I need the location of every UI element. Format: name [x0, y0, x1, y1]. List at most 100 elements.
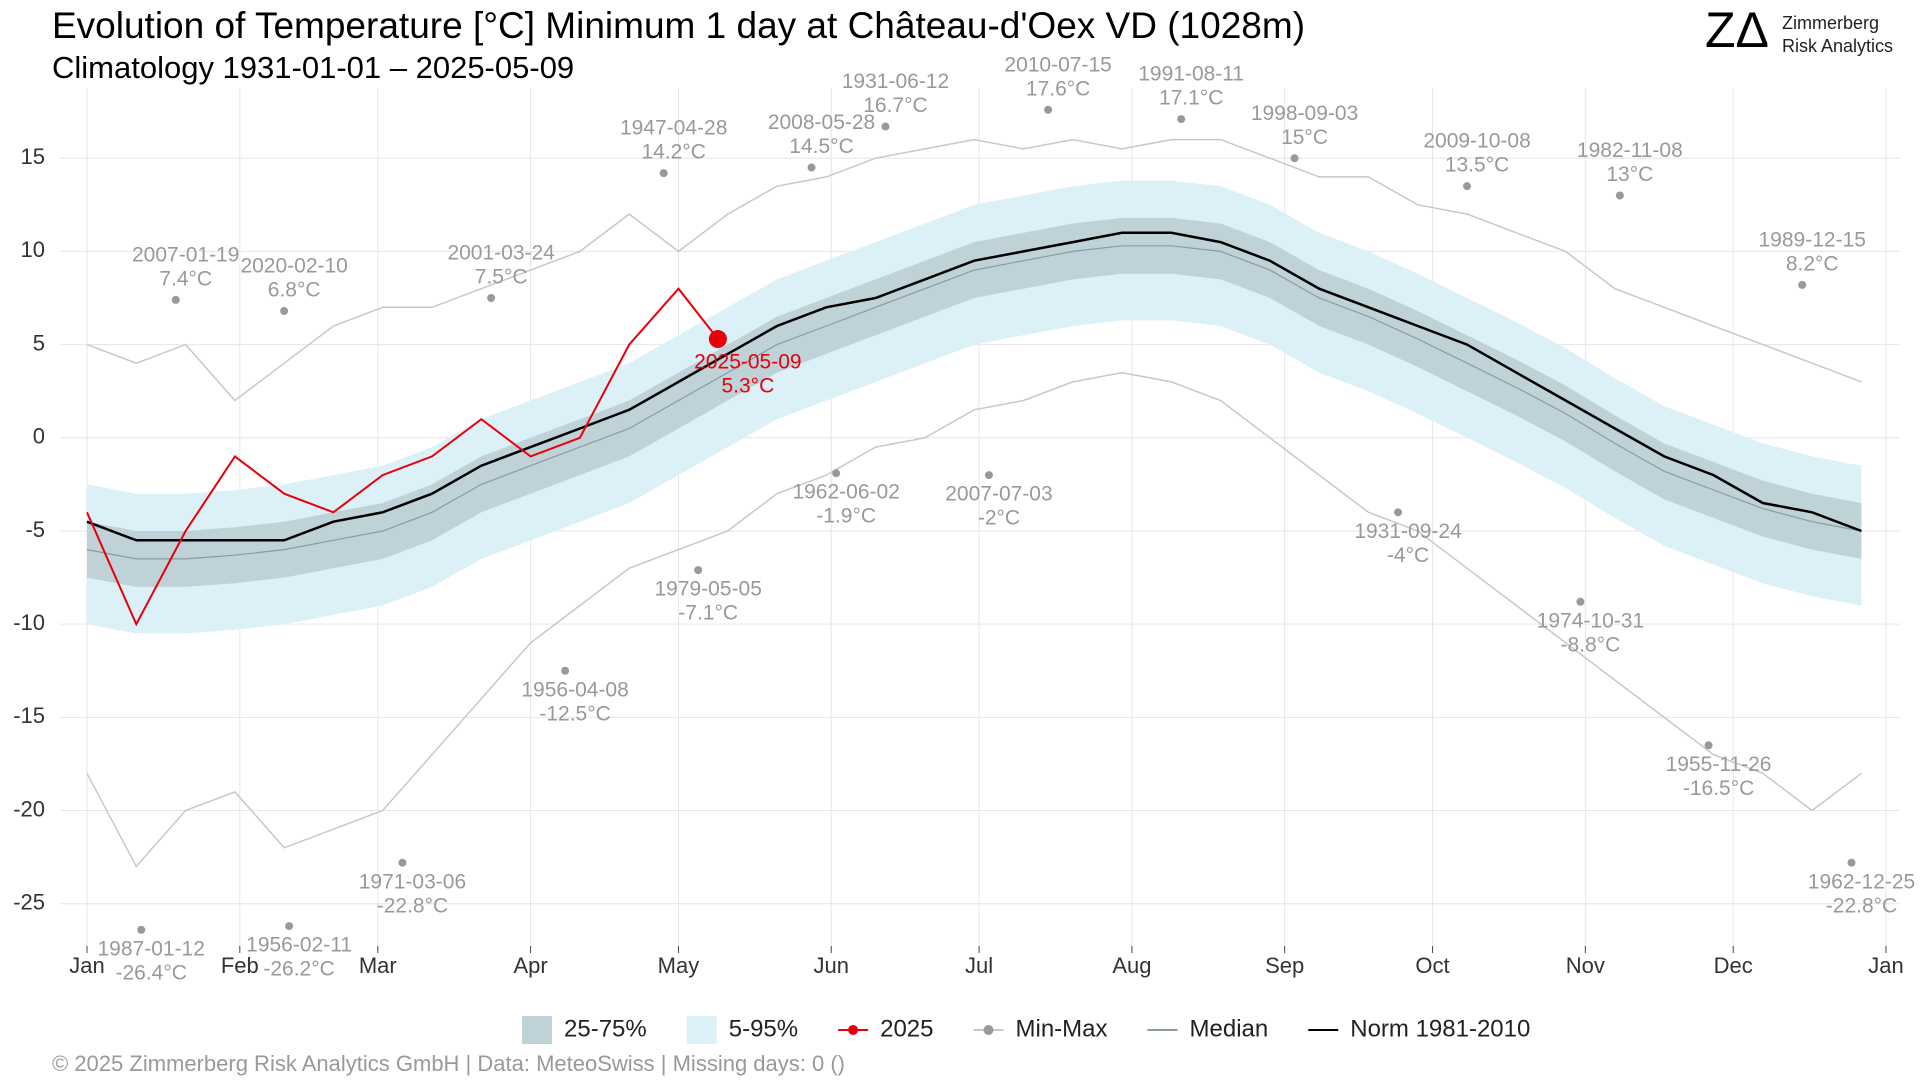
- record-value: 13.5°C: [1445, 154, 1509, 177]
- record-value: 7.4°C: [159, 267, 212, 290]
- x-tick-label: May: [658, 953, 700, 978]
- x-tick-label: Feb: [221, 953, 259, 978]
- record-date: 1931-06-12: [842, 70, 949, 93]
- legend-label: Norm 1981-2010: [1350, 1015, 1530, 1042]
- x-tick-label: Mar: [359, 953, 397, 978]
- record-value: -22.8°C: [1826, 894, 1897, 917]
- record-point: [561, 666, 570, 675]
- record-point: [280, 307, 289, 316]
- record-date: 1989-12-15: [1759, 229, 1866, 252]
- record-point: [881, 122, 890, 131]
- record-value: -12.5°C: [539, 702, 610, 725]
- record-date: 2008-05-28: [768, 111, 875, 134]
- record-date: 2007-01-19: [132, 243, 239, 266]
- record-point: [659, 169, 668, 178]
- record-date: 1962-06-02: [792, 481, 899, 504]
- logo-line2: Risk Analytics: [1782, 36, 1893, 56]
- legend-swatch: [686, 1016, 717, 1044]
- record-value: 8.2°C: [1786, 253, 1839, 276]
- record-point: [285, 922, 294, 931]
- record-value: -4°C: [1387, 544, 1429, 567]
- record-point: [398, 858, 407, 867]
- record-point: [1615, 191, 1624, 200]
- last-point: [708, 330, 727, 349]
- x-tick-label: Oct: [1415, 953, 1449, 978]
- record-value: 14.2°C: [641, 141, 705, 164]
- x-tick-label: Jun: [814, 953, 849, 978]
- record-date: 2007-07-03: [945, 483, 1052, 506]
- record-value: -2°C: [978, 507, 1020, 530]
- band: [87, 217, 1862, 587]
- chart-title: Evolution of Temperature [°C] Minimum 1 …: [52, 5, 1305, 46]
- record-value: 15°C: [1281, 126, 1328, 149]
- y-tick-label: -25: [13, 890, 45, 915]
- record-date: 1979-05-05: [654, 578, 761, 601]
- record-date: 1931-09-24: [1354, 520, 1462, 543]
- record-point: [137, 925, 146, 934]
- record-date: 1974-10-31: [1537, 609, 1644, 632]
- legend-label: Median: [1190, 1015, 1269, 1042]
- y-tick-label: -15: [13, 703, 45, 728]
- record-point: [171, 295, 180, 304]
- max-line: [86, 138, 1862, 402]
- record-point: [1704, 741, 1713, 750]
- record-date: 1982-11-08: [1577, 139, 1683, 162]
- record-point: [1290, 154, 1299, 163]
- y-tick-label: 15: [21, 144, 45, 169]
- record-value: -26.4°C: [115, 961, 186, 984]
- x-tick-label: Dec: [1714, 953, 1753, 978]
- record-point: [832, 469, 841, 478]
- record-value: 13°C: [1606, 163, 1653, 186]
- record-date: 1956-02-11: [246, 934, 352, 957]
- x-tick-label: Apr: [513, 953, 547, 978]
- last-date: 2025-05-09: [694, 351, 801, 374]
- record-point: [1394, 508, 1403, 517]
- y-tick-label: -5: [25, 517, 45, 542]
- record-value: -26.2°C: [263, 958, 334, 981]
- legend-dot: [983, 1025, 994, 1035]
- y-tick-label: 10: [21, 237, 45, 262]
- record-date: 1987-01-12: [98, 937, 205, 960]
- record-value: 17.1°C: [1159, 87, 1223, 110]
- x-tick-label: Aug: [1112, 953, 1151, 978]
- legend-label: 25-75%: [564, 1015, 647, 1042]
- legend-label: Min-Max: [1016, 1015, 1108, 1042]
- record-date: 1962-12-25: [1808, 870, 1915, 893]
- x-tick-label: Jan: [1868, 953, 1903, 978]
- x-tick-label: Nov: [1566, 953, 1605, 978]
- record-date: 1956-04-08: [521, 678, 628, 701]
- line-2025: [86, 287, 719, 627]
- record-value: 17.6°C: [1026, 77, 1090, 100]
- record-value: -22.8°C: [377, 894, 448, 917]
- record-date: 1947-04-28: [620, 117, 727, 140]
- record-value: -1.9°C: [816, 505, 876, 528]
- record-point: [984, 471, 993, 480]
- record-date: 1971-03-06: [359, 870, 466, 893]
- footer: © 2025 Zimmerberg Risk Analytics GmbH | …: [52, 1051, 845, 1076]
- record-date: 1998-09-03: [1251, 102, 1358, 125]
- record-point: [1576, 597, 1585, 606]
- y-tick-label: -20: [13, 796, 45, 821]
- record-point: [1798, 280, 1807, 289]
- logo-mark: ZΔ: [1705, 2, 1769, 58]
- y-tick-label: 0: [33, 424, 45, 449]
- record-date: 2010-07-15: [1004, 53, 1111, 76]
- record-value: 6.8°C: [268, 279, 321, 302]
- record-point: [487, 294, 496, 303]
- record-date: 2020-02-10: [240, 255, 347, 278]
- chart-subtitle: Climatology 1931-01-01 – 2025-05-09: [52, 50, 574, 85]
- record-date: 2001-03-24: [447, 242, 555, 265]
- record-point: [1177, 115, 1186, 124]
- record-value: 16.7°C: [863, 94, 927, 117]
- y-tick-label: -10: [13, 610, 45, 635]
- record-value: 14.5°C: [789, 135, 853, 158]
- min-line: [86, 371, 1862, 868]
- record-value: 7.5°C: [475, 266, 528, 289]
- legend-label: 5-95%: [729, 1015, 798, 1042]
- record-point: [1847, 858, 1856, 867]
- record-value: -8.8°C: [1561, 633, 1621, 656]
- logo-line1: Zimmerberg: [1782, 13, 1879, 33]
- record-value: -16.5°C: [1683, 777, 1754, 800]
- record-date: 1991-08-11: [1138, 63, 1244, 86]
